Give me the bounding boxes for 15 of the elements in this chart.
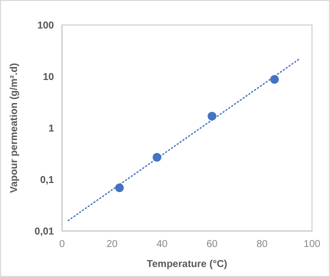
y-axis-title: Vapour permeation (g/m².d) <box>9 62 20 194</box>
x-tick-label: 20 <box>106 239 118 250</box>
y-tick-label: 0,01 <box>34 226 54 238</box>
y-tick-label: 10 <box>42 72 54 83</box>
point <box>115 183 124 192</box>
point <box>208 112 216 120</box>
y-tick-label: 0,1 <box>40 175 54 186</box>
x-tick-label: 0 <box>59 239 66 250</box>
x-axis-title: Temperature (°C) <box>146 259 228 270</box>
y-tick-label: 100 <box>37 20 54 32</box>
y-tick-label: 1 <box>48 124 54 134</box>
x-tick-label: 60 <box>206 239 218 250</box>
x-tick-label: 80 <box>256 239 268 250</box>
x-tick-label: 100 <box>304 239 321 250</box>
x-tick-label: 40 <box>156 239 168 250</box>
